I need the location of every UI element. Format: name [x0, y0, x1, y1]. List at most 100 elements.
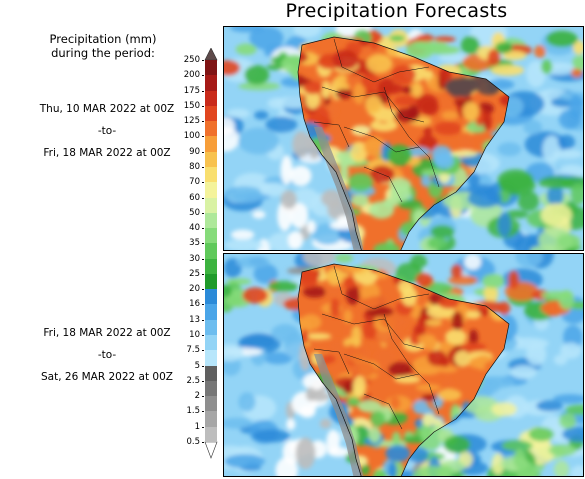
- color-scale-cell: [205, 105, 217, 122]
- color-scale-label: 200: [183, 70, 200, 81]
- color-scale-label: 13: [189, 314, 200, 325]
- country-border: [343, 126, 420, 153]
- color-scale-tick: [202, 365, 204, 367]
- color-scale-label: 80: [189, 161, 200, 172]
- color-scale-cell: [205, 319, 217, 336]
- color-scale-cell: [205, 90, 217, 106]
- color-scale-tick: [202, 182, 204, 184]
- country-border: [343, 353, 420, 380]
- country-border: [383, 313, 440, 415]
- color-scale-label: 100: [183, 131, 200, 142]
- color-scale-tick: [202, 304, 204, 306]
- country-border: [333, 265, 430, 310]
- map-boundaries: [297, 263, 510, 476]
- country-border: [333, 38, 430, 83]
- color-scale-label: 20: [189, 284, 200, 295]
- country-border: [321, 313, 425, 350]
- color-scale-tick: [202, 151, 204, 153]
- color-scale-cell: [205, 258, 217, 274]
- period-1-to: Fri, 18 MAR 2022 at 00Z: [43, 147, 171, 159]
- color-scale-tick: [202, 335, 204, 337]
- color-scale-top-arrow: [204, 48, 218, 61]
- color-scale-cell: [205, 182, 217, 198]
- andes-dry-strip: [314, 127, 364, 250]
- coastline: [297, 263, 510, 476]
- color-scale-tick: [202, 319, 204, 321]
- color-scale-label: 25: [189, 268, 200, 279]
- country-border: [363, 166, 403, 203]
- color-scale-cell: [205, 273, 217, 290]
- color-scale-label: 70: [189, 177, 200, 188]
- legend-title-line1: Precipitation (mm): [49, 32, 157, 46]
- color-scale-tick: [202, 273, 204, 275]
- color-scale-cell: [205, 380, 217, 397]
- period-1-from: Thu, 10 MAR 2022 at 00Z: [39, 103, 175, 115]
- color-scale-cell: [205, 212, 217, 229]
- color-scale-tick: [202, 258, 204, 260]
- color-scale-cell: [205, 243, 217, 259]
- chart-title: Precipitation Forecasts: [285, 0, 508, 22]
- color-scale-cell: [205, 335, 217, 351]
- color-scale-tick: [202, 350, 204, 352]
- color-scale-bottom-arrow: [204, 441, 218, 459]
- country-border: [321, 86, 425, 123]
- color-scale-label: 1.5: [186, 406, 200, 417]
- color-scale-label: 10: [189, 330, 200, 341]
- color-scale-label: 5: [194, 360, 200, 371]
- period-2-to: Sat, 26 MAR 2022 at 00Z: [41, 371, 173, 383]
- period-2-label: Fri, 18 MAR 2022 at 00Z -to- Sat, 26 MAR…: [22, 322, 192, 388]
- period-2-sep: -to-: [97, 349, 117, 361]
- period-2-from: Fri, 18 MAR 2022 at 00Z: [43, 327, 171, 339]
- coastline: [297, 36, 510, 250]
- color-scale-label: 2.5: [186, 375, 200, 386]
- color-scale-label: 150: [183, 100, 200, 111]
- color-scale-tick: [202, 166, 204, 168]
- color-scale-tick: [202, 411, 204, 413]
- color-scale-cell: [205, 75, 217, 91]
- color-scale-cell: [205, 304, 217, 320]
- color-scale-cell: [205, 350, 217, 366]
- country-border: [363, 393, 403, 430]
- period-1-sep: -to-: [97, 125, 117, 137]
- color-scale-cell: [205, 228, 217, 244]
- color-scale-label: 7.5: [186, 345, 200, 356]
- color-scale-cell: [205, 365, 217, 381]
- color-scale-tick: [202, 396, 204, 398]
- andes-dry-strip: [314, 354, 364, 476]
- color-scale-label: 90: [189, 146, 200, 157]
- color-scale-cell: [205, 60, 217, 76]
- color-scale-tick: [202, 289, 204, 291]
- color-scale-tick: [202, 121, 204, 123]
- color-scale-cell: [205, 396, 217, 412]
- color-scale-label: 16: [189, 299, 200, 310]
- forecast-map-period-1: [223, 26, 584, 251]
- color-scale-cell: [205, 151, 217, 167]
- color-scale-bar: 0.5 1 1.5 2 2.5 5 7.5 10 13 16 20 25 30 35 40 50 60 70 80 9…: [184, 48, 218, 460]
- color-scale-cell: [205, 197, 217, 213]
- country-border: [313, 348, 350, 375]
- color-scale-label: 250: [183, 55, 200, 65]
- color-scale-tick: [202, 90, 204, 92]
- color-scale-tick: [202, 60, 204, 61]
- color-scale-cell: [205, 121, 217, 137]
- color-scale-cell: [205, 289, 217, 305]
- color-scale-tick: [202, 380, 204, 382]
- legend-title: Precipitation (mm) during the period:: [38, 32, 168, 60]
- country-border: [313, 121, 350, 148]
- color-scale-label: 2: [194, 391, 200, 402]
- color-scale-label: 175: [183, 85, 200, 96]
- forecast-map-period-2: [223, 253, 584, 477]
- legend-title-line2: during the period:: [51, 46, 155, 60]
- color-scale-tick: [202, 197, 204, 199]
- color-scale-cell: [205, 411, 217, 427]
- color-scale-tick: [202, 442, 204, 443]
- map-boundaries: [297, 36, 510, 250]
- color-scale-label: 0.5: [186, 437, 200, 447]
- color-scale-tick: [202, 243, 204, 245]
- color-scale-label: 30: [189, 253, 200, 264]
- color-scale-tick: [202, 136, 204, 138]
- period-1-label: Thu, 10 MAR 2022 at 00Z -to- Fri, 18 MAR…: [22, 98, 192, 164]
- color-scale-cell: [205, 426, 217, 442]
- color-scale-label: 125: [183, 116, 200, 127]
- color-scale-label: 50: [189, 207, 200, 218]
